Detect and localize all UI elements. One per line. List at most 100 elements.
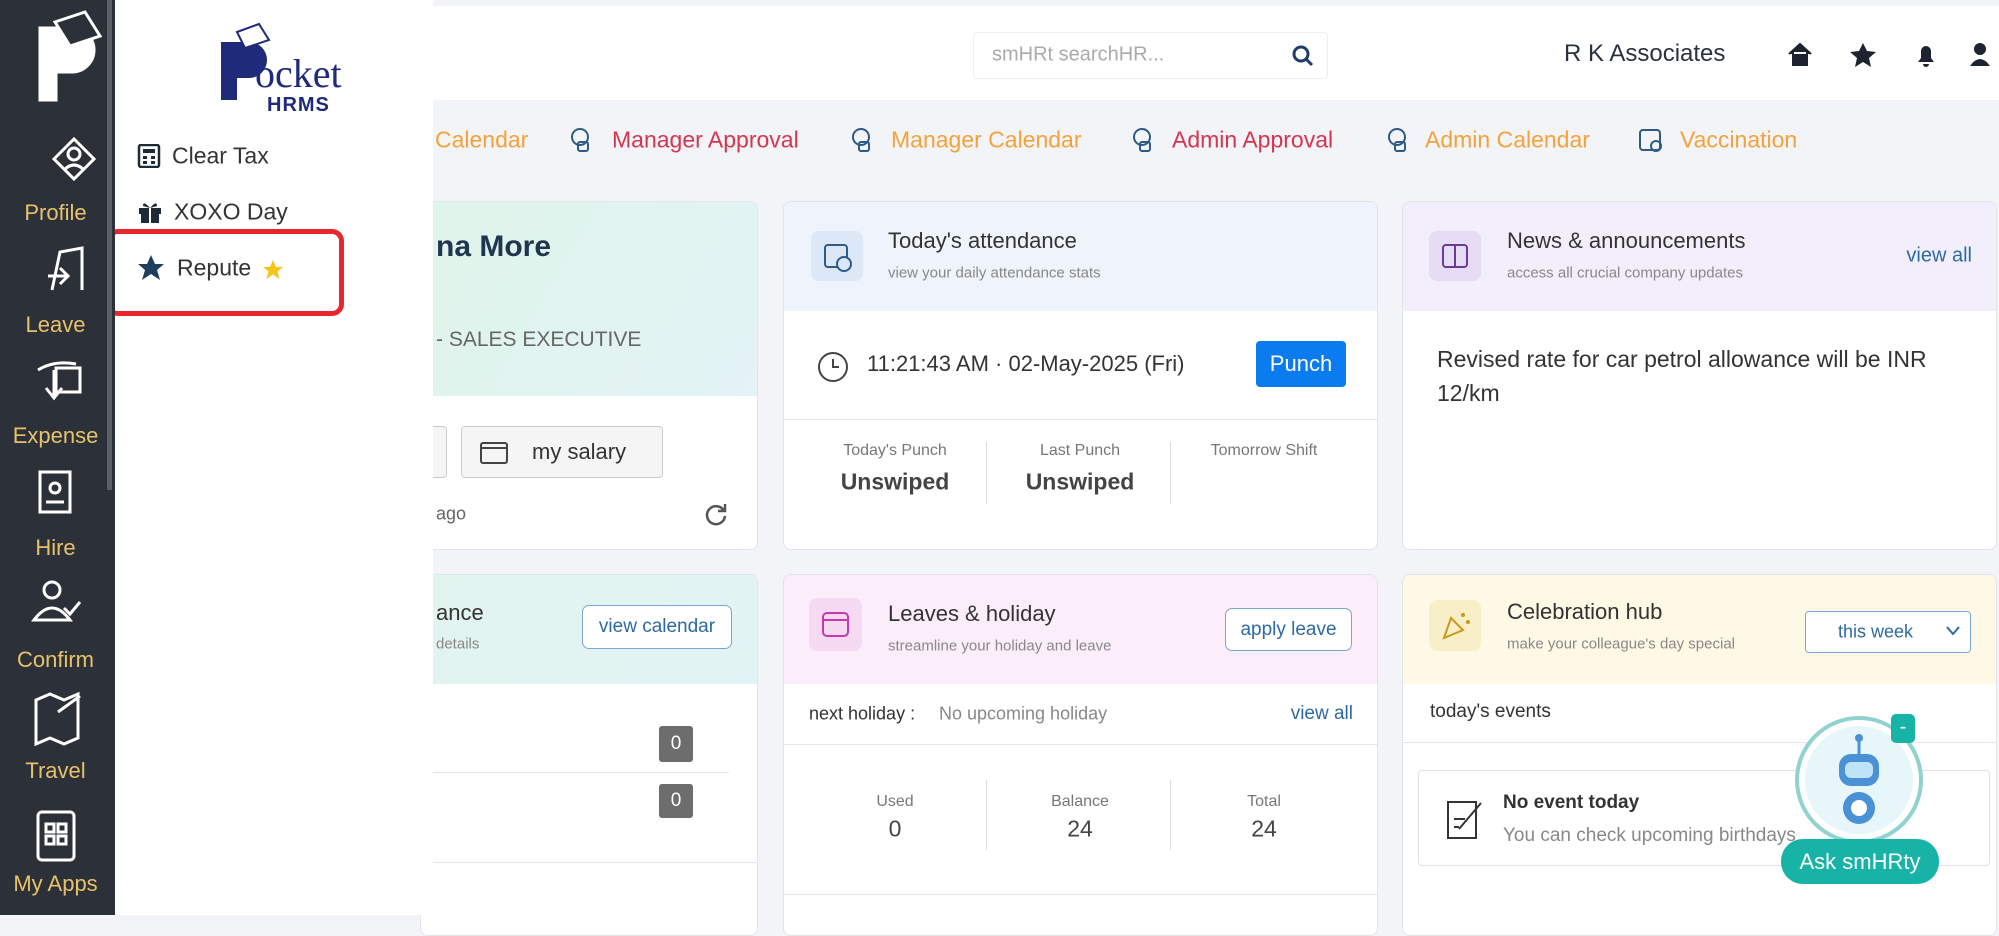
- stat-value: Unswiped: [1025, 468, 1135, 495]
- salary-button[interactable]: my salary: [461, 426, 663, 478]
- gold-star: [263, 260, 283, 279]
- logo-text: ocket: [255, 51, 342, 96]
- search-box[interactable]: smHRt searchHR...: [973, 32, 1328, 79]
- sidebar-label[interactable]: Hire: [35, 535, 76, 560]
- user-body: [1970, 59, 1990, 66]
- empty-title: No event today: [1503, 792, 1640, 813]
- announcement-text: Revised rate for car petrol allowance wi…: [1437, 346, 1927, 406]
- current-datetime: 11:21:43 AM · 02-May-2025 (Fri): [867, 351, 1185, 376]
- salary-label: my salary: [532, 439, 627, 464]
- apply-leave-button[interactable]: apply leave: [1225, 608, 1352, 651]
- tab[interactable]: Vaccination: [1680, 126, 1798, 153]
- stat-label: Total: [1247, 793, 1281, 810]
- card-header: [1403, 202, 1996, 311]
- divider: [421, 862, 757, 863]
- menu-item[interactable]: Repute: [177, 254, 252, 281]
- holiday-value: No upcoming holiday: [939, 703, 1108, 724]
- view-all-link[interactable]: view all: [1290, 703, 1353, 724]
- empty-events-box: No event today You can check upcoming bi…: [1418, 770, 1990, 866]
- card-title: Today's attendance: [888, 228, 1077, 253]
- sidebar-label[interactable]: Leave: [25, 312, 86, 337]
- card-header: [784, 202, 1377, 311]
- tab[interactable]: Admin Calendar: [1425, 126, 1590, 153]
- card-subtitle: details: [436, 635, 480, 653]
- tab[interactable]: Admin Approval: [1172, 126, 1334, 153]
- sidebar-label[interactable]: Travel: [25, 758, 86, 783]
- celebration-icon: [1429, 600, 1481, 651]
- stat-value: 24: [1067, 815, 1093, 842]
- punch-button[interactable]: Punch: [1256, 341, 1346, 387]
- divider: [784, 744, 1377, 745]
- attendance-calendar-card: ance details view calendar 0 0: [420, 574, 758, 936]
- select-value: this week: [1838, 621, 1914, 642]
- stat-label: Tomorrow Shift: [1210, 442, 1318, 459]
- card-title: News & announcements: [1507, 228, 1746, 253]
- stat-label: Last Punch: [1039, 442, 1121, 459]
- view-calendar-button[interactable]: view calendar: [582, 605, 732, 649]
- divider: [421, 772, 729, 773]
- news-card: News & announcements access all crucial …: [1402, 201, 1997, 550]
- divider: [1170, 442, 1171, 504]
- sidebar-label[interactable]: Expense: [12, 423, 99, 448]
- user-icon[interactable]: [1974, 43, 1986, 55]
- stat-value: Unswiped: [840, 468, 950, 495]
- scrollbar[interactable]: [107, 0, 112, 490]
- clock-icon: [818, 352, 848, 382]
- news-icon: [1429, 231, 1481, 281]
- card-title: ance: [436, 600, 484, 625]
- search-placeholder: smHRt searchHR...: [992, 43, 1165, 66]
- logo-subtext: HRMS: [267, 94, 330, 116]
- sidebar-label[interactable]: Confirm: [16, 647, 94, 672]
- stat-label: Balance: [1051, 793, 1109, 810]
- tab-icons: [571, 128, 1662, 152]
- search-icon: [1292, 45, 1314, 67]
- leaves-card: Leaves & holiday streamline your holiday…: [783, 574, 1378, 936]
- attendance-card: Today's attendance view your daily atten…: [783, 201, 1378, 550]
- refresh-icon[interactable]: [704, 502, 728, 526]
- tab[interactable]: Manager Calendar: [891, 126, 1082, 153]
- employee-name: na More: [436, 230, 552, 263]
- tab[interactable]: Manager Approval: [612, 126, 799, 153]
- company-name: R K Associates: [1564, 40, 1726, 67]
- menu-item[interactable]: Clear Tax: [172, 142, 269, 169]
- divider: [784, 894, 1377, 895]
- star-icon[interactable]: [1850, 43, 1876, 67]
- sidebar-icon: [30, 10, 103, 862]
- card-subtitle: access all crucial company updates: [1507, 264, 1743, 282]
- view-all-link[interactable]: view all: [1906, 244, 1972, 267]
- divider: [784, 419, 1377, 420]
- calculator-icon: [137, 144, 161, 168]
- gift-icon: [139, 203, 161, 223]
- stat-value: 0: [888, 815, 902, 842]
- designation: - SALES EXECUTIVE: [436, 328, 642, 351]
- star-icon: [138, 255, 164, 280]
- card-title: Leaves & holiday: [888, 601, 1056, 626]
- menu-item[interactable]: XOXO Day: [174, 198, 288, 225]
- divider: [986, 780, 987, 850]
- sidebar-label[interactable]: Profile: [24, 200, 87, 225]
- period-select[interactable]: this week: [1805, 611, 1971, 653]
- updated-text: ago: [436, 503, 467, 524]
- card-subtitle: make your colleague's day special: [1507, 635, 1735, 653]
- logo-mark: [221, 22, 271, 100]
- count-badge: 0: [659, 726, 693, 762]
- sidebar-label[interactable]: My Apps: [13, 871, 98, 896]
- tab-icon: [571, 128, 1662, 152]
- chevron: [1946, 626, 1960, 636]
- sidebar-icons: [30, 0, 112, 862]
- assistant-avatar[interactable]: [1793, 714, 1923, 844]
- minimize-badge[interactable]: -: [1891, 714, 1915, 743]
- holiday-label: next holiday :: [809, 703, 916, 724]
- tab[interactable]: Calendar: [435, 126, 529, 153]
- home-icon[interactable]: [1788, 42, 1812, 66]
- profile-header: [421, 202, 757, 396]
- profile-card: na More - SALES EXECUTIVE my salary ago: [420, 201, 758, 550]
- bell-icon[interactable]: [1918, 46, 1934, 67]
- ask-assistant-button[interactable]: Ask smHRty: [1781, 839, 1939, 884]
- count-badge: 0: [659, 784, 693, 818]
- wallet-icon: [480, 442, 508, 464]
- events-label: today's events: [1430, 701, 1551, 722]
- flyout-menu: ocket HRMS Clear Tax XOXO Day Repute: [106, 0, 433, 915]
- card-subtitle: view your daily attendance stats: [888, 264, 1101, 282]
